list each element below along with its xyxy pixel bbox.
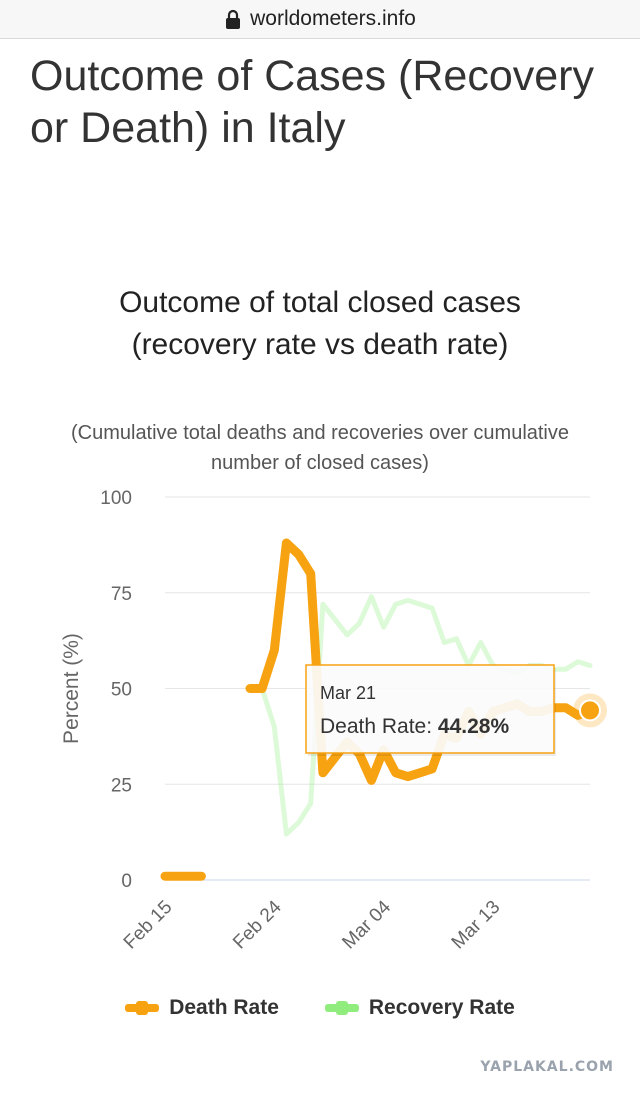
death-rate-swatch bbox=[125, 1001, 160, 1015]
tooltip-date: Mar 21 bbox=[320, 683, 376, 703]
legend-item-death-rate[interactable]: Death Rate bbox=[125, 996, 279, 1020]
x-tick-label: Feb 24 bbox=[229, 896, 286, 953]
tooltip-value: 44.28% bbox=[438, 715, 510, 738]
y-axis-title: Percent (%) bbox=[60, 633, 83, 744]
y-tick-label: 25 bbox=[111, 775, 132, 796]
tooltip-value-text: Death Rate: 44.28% bbox=[320, 715, 509, 738]
page-title: Outcome of Cases (Recovery or Death) in … bbox=[30, 52, 594, 152]
address-bar[interactable]: worldometers.info bbox=[0, 0, 640, 39]
legend-label-death-rate: Death Rate bbox=[169, 996, 279, 1019]
y-tick-label: 0 bbox=[121, 871, 132, 892]
line-chart[interactable]: 0 25 50 75 100 Percent (%) Feb 15 Feb 24 Mar 04 M… bbox=[0, 480, 640, 980]
lock-icon bbox=[226, 9, 241, 29]
x-tick-label: Mar 04 bbox=[338, 896, 395, 953]
chart-subtitle: (Cumulative total deaths and recoveries … bbox=[70, 422, 570, 474]
x-tick-label: Mar 13 bbox=[448, 897, 505, 954]
y-tick-label: 75 bbox=[111, 584, 132, 605]
x-tick-label: Feb 15 bbox=[120, 897, 177, 954]
y-tick-label: 100 bbox=[100, 488, 132, 509]
tooltip-box bbox=[305, 664, 555, 754]
y-tick-label: 50 bbox=[111, 680, 132, 701]
chart-legend: Death Rate Recovery Rate bbox=[0, 996, 640, 1020]
data-point-death-rate-mar-21 bbox=[579, 699, 601, 722]
watermark: YAPLAKAL.COM bbox=[480, 1059, 614, 1075]
chart-title: Outcome of total closed cases (recovery … bbox=[119, 286, 521, 361]
recovery-rate-swatch bbox=[324, 1001, 359, 1015]
legend-item-recovery-rate[interactable]: Recovery Rate bbox=[324, 996, 515, 1020]
tooltip-series-label: Death Rate: bbox=[320, 715, 438, 738]
legend-label-recovery-rate: Recovery Rate bbox=[368, 996, 515, 1019]
url-text: worldometers.info bbox=[250, 7, 416, 30]
